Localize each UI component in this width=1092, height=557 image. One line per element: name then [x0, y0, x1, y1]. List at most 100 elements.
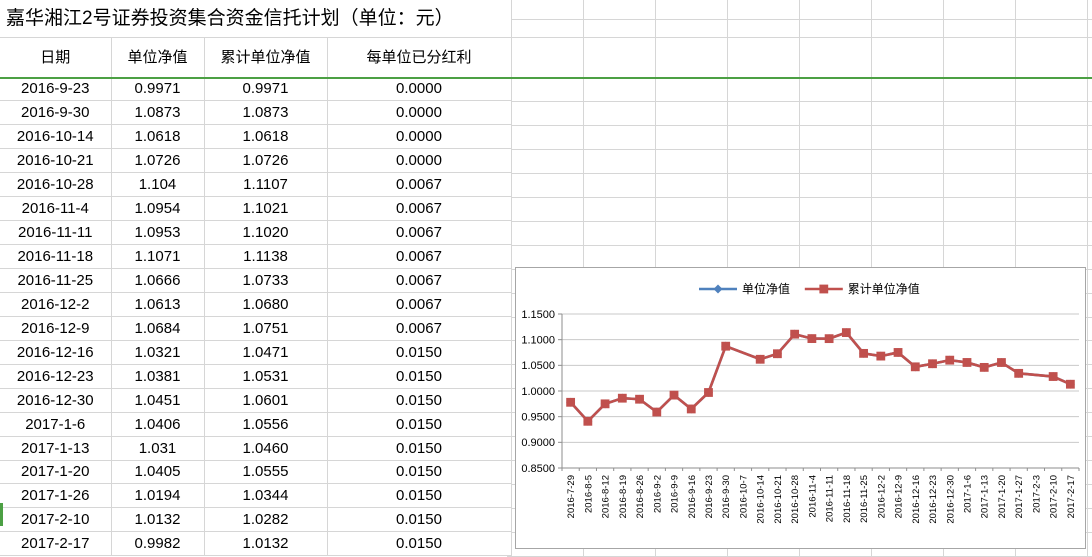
cell[interactable]: 2017-2-10 — [0, 507, 112, 533]
cell[interactable]: 0.0150 — [326, 435, 512, 461]
cell[interactable]: 2017-1-26 — [0, 483, 112, 509]
gridline — [1087, 0, 1088, 556]
sheet-title-cell[interactable]: 嘉华湘江2号证券投资集合资金信托计划（单位：元） — [0, 0, 512, 38]
cell[interactable]: 1.0381 — [110, 363, 205, 389]
cell[interactable]: 2016-10-28 — [0, 172, 112, 198]
cell[interactable]: 0.0150 — [326, 411, 512, 437]
cell[interactable]: 0.0067 — [326, 172, 512, 198]
cell[interactable]: 0.0150 — [326, 387, 512, 413]
cell[interactable]: 2016-11-11 — [0, 220, 112, 246]
cell[interactable]: 1.0406 — [110, 411, 205, 437]
chart-data-marker — [583, 416, 593, 426]
cell[interactable]: 1.0451 — [110, 387, 205, 413]
col-header-date[interactable]: 日期 — [0, 36, 112, 78]
cell[interactable]: 1.0733 — [203, 268, 328, 293]
y-axis-label: 0.9500 — [521, 411, 555, 423]
cell[interactable]: 0.0067 — [326, 315, 512, 341]
cell[interactable]: 2016-12-23 — [0, 363, 112, 389]
col-header-cumulative-nav[interactable]: 累计单位净值 — [203, 36, 328, 78]
cell[interactable]: 2016-11-25 — [0, 268, 112, 293]
cell[interactable]: 0.0000 — [326, 148, 512, 174]
cell[interactable]: 1.0601 — [203, 387, 328, 413]
cell[interactable]: 0.0150 — [326, 363, 512, 389]
chart-series-line-unit-nav — [569, 331, 1071, 424]
cell[interactable]: 1.0666 — [110, 268, 205, 293]
cell[interactable]: 1.0321 — [110, 339, 205, 365]
cell[interactable]: 0.9971 — [203, 76, 328, 102]
cell[interactable]: 1.0132 — [203, 531, 328, 557]
cell[interactable]: 1.0618 — [110, 124, 205, 150]
cell[interactable]: 2016-12-9 — [0, 315, 112, 341]
cell[interactable]: 1.0405 — [110, 459, 205, 485]
cell[interactable]: 1.0556 — [203, 411, 328, 437]
cell[interactable]: 1.0618 — [203, 124, 328, 150]
cell[interactable]: 0.9982 — [110, 531, 205, 557]
cell[interactable]: 1.0726 — [203, 148, 328, 174]
cell[interactable]: 0.0000 — [326, 76, 512, 102]
cell[interactable]: 0.0067 — [326, 291, 512, 317]
fund-nav-table: 嘉华湘江2号证券投资集合资金信托计划（单位：元） 日期 单位净值 累计单位净值 … — [0, 0, 512, 557]
cell[interactable]: 2016-9-30 — [0, 100, 112, 126]
cell[interactable]: 1.0282 — [203, 507, 328, 533]
cell[interactable]: 2017-1-6 — [0, 411, 112, 437]
cell[interactable]: 1.0132 — [110, 507, 205, 533]
nav-line-chart[interactable]: 1.1500 1.1000 1.0500 1.0000 0.9500 0.9000 0.85… — [515, 267, 1086, 549]
cell[interactable]: 1.1138 — [203, 244, 328, 269]
cell[interactable]: 1.0873 — [110, 100, 205, 126]
col-header-dividend-per-unit[interactable]: 每单位已分红利 — [326, 36, 512, 78]
x-axis-label: 2017-2-10 — [1049, 475, 1060, 518]
cell[interactable]: 0.0000 — [326, 124, 512, 150]
cell[interactable]: 1.1071 — [110, 244, 205, 269]
cell[interactable]: 0.0067 — [326, 244, 512, 269]
cell[interactable]: 2016-10-14 — [0, 124, 112, 150]
x-axis-label: 2017-1-6 — [962, 475, 973, 513]
cell[interactable]: 1.1020 — [203, 220, 328, 246]
cell[interactable]: 1.0726 — [110, 148, 205, 174]
cell[interactable]: 1.0953 — [110, 220, 205, 246]
cell[interactable]: 2016-10-21 — [0, 148, 112, 174]
cell[interactable]: 1.0471 — [203, 339, 328, 365]
cell[interactable]: 1.0680 — [203, 291, 328, 317]
cell[interactable]: 1.0344 — [203, 483, 328, 509]
table-row: 2016-12-9 1.0684 1.0751 0.0067 — [0, 315, 512, 341]
cell[interactable]: 1.0613 — [110, 291, 205, 317]
cell[interactable]: 1.0531 — [203, 363, 328, 389]
cell[interactable]: 0.0000 — [326, 100, 512, 126]
cell[interactable]: 1.0460 — [203, 435, 328, 461]
legend-label[interactable]: 单位净值 — [742, 281, 790, 296]
cell[interactable]: 0.0067 — [326, 196, 512, 222]
cell[interactable]: 2016-12-30 — [0, 387, 112, 413]
cell[interactable]: 0.0150 — [326, 483, 512, 509]
cell[interactable]: 1.0954 — [110, 196, 205, 222]
cell[interactable]: 1.0555 — [203, 459, 328, 485]
cell[interactable]: 1.1107 — [203, 172, 328, 198]
y-axis-label: 1.1500 — [521, 309, 555, 321]
cell[interactable]: 1.031 — [110, 435, 205, 461]
cell[interactable]: 1.0873 — [203, 100, 328, 126]
cell[interactable]: 1.0751 — [203, 315, 328, 341]
cell[interactable]: 1.0684 — [110, 315, 205, 341]
cell[interactable]: 0.0067 — [326, 268, 512, 293]
cell[interactable]: 2016-12-2 — [0, 291, 112, 317]
cell[interactable]: 1.104 — [110, 172, 205, 198]
cell[interactable]: 1.0194 — [110, 483, 205, 509]
cell[interactable]: 2017-1-20 — [0, 459, 112, 485]
table-row: 2016-11-4 1.0954 1.1021 0.0067 — [0, 196, 512, 222]
cell[interactable]: 2017-1-13 — [0, 435, 112, 461]
legend-label[interactable]: 累计单位净值 — [848, 281, 920, 296]
cell[interactable]: 2016-12-16 — [0, 339, 112, 365]
cell[interactable]: 0.0150 — [326, 531, 512, 557]
cell[interactable]: 2016-9-23 — [0, 76, 112, 102]
cell[interactable]: 1.1021 — [203, 196, 328, 222]
cell[interactable]: 2017-2-17 — [0, 531, 112, 557]
cell[interactable]: 2016-11-18 — [0, 244, 112, 269]
cell[interactable]: 0.0150 — [326, 507, 512, 533]
cell[interactable]: 0.0150 — [326, 339, 512, 365]
cell[interactable]: 0.0150 — [326, 459, 512, 485]
chart-data-marker — [773, 349, 782, 359]
cell[interactable]: 0.0067 — [326, 220, 512, 246]
cell[interactable]: 2016-11-4 — [0, 196, 112, 222]
chart-data-marker — [635, 394, 644, 404]
cell[interactable]: 0.9971 — [110, 76, 205, 102]
col-header-unit-nav[interactable]: 单位净值 — [110, 36, 205, 78]
